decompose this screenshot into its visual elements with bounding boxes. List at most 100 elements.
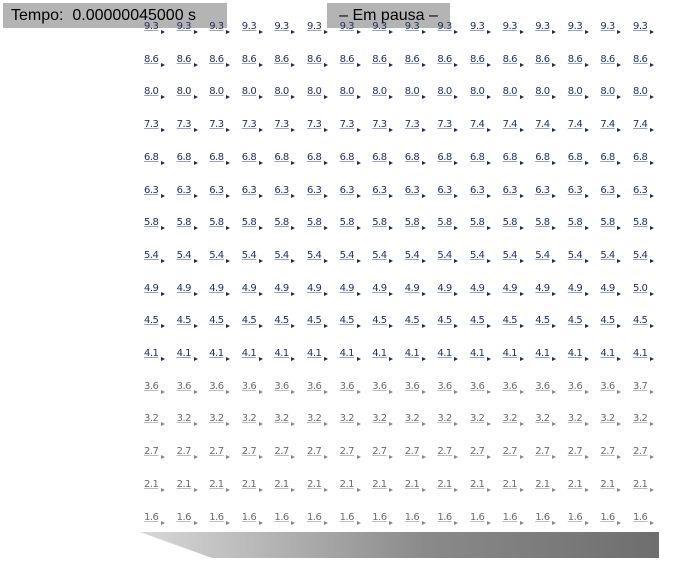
arrow-tip-icon — [454, 422, 459, 427]
arrow-tip-icon — [519, 389, 524, 394]
arrow-tip-icon — [193, 30, 198, 34]
field-value-label: 5.4 — [209, 249, 224, 261]
field-value-label: 2.1 — [535, 478, 550, 490]
field-value-label: 9.3 — [372, 21, 387, 32]
field-value-label: 8.6 — [502, 53, 518, 65]
arrow-tip-icon — [454, 389, 459, 394]
field-value-label: 8.6 — [470, 53, 485, 65]
field-value-label: 4.9 — [470, 282, 485, 294]
field-value-label: 8.0 — [176, 86, 192, 98]
arrow-tip-icon — [650, 520, 654, 525]
field-value-label: 6.8 — [567, 151, 583, 163]
arrow-tip-icon — [421, 95, 426, 100]
arrow-tip-icon — [519, 226, 524, 231]
field-value-label: 5.4 — [144, 249, 159, 261]
arrow-tip-icon — [356, 487, 361, 492]
arrow-tip-icon — [161, 258, 165, 263]
field-value-label: 6.8 — [339, 151, 355, 163]
arrow-tip-icon — [258, 520, 263, 525]
field-value-label: 8.0 — [470, 86, 485, 98]
arrow-tip-icon — [519, 128, 524, 133]
arrow-tip-icon — [552, 389, 557, 394]
arrow-tip-icon — [421, 291, 426, 296]
field-value-label: 8.0 — [404, 86, 420, 98]
field-value-label: 3.6 — [535, 380, 550, 392]
arrow-tip-icon — [258, 193, 263, 198]
field-value-label: 9.3 — [241, 21, 257, 32]
arrow-tip-icon — [356, 291, 361, 296]
arrow-tip-icon — [421, 193, 426, 198]
field-value-label: 1.6 — [600, 511, 615, 523]
arrow-tip-icon — [421, 30, 426, 34]
arrow-tip-icon — [193, 258, 198, 263]
field-value-label: 8.6 — [307, 53, 322, 65]
field-value-label: 7.3 — [339, 119, 355, 131]
field-value-label: 4.1 — [176, 348, 192, 359]
arrow-tip-icon — [454, 520, 459, 525]
field-value-label: 3.6 — [241, 380, 257, 392]
arrow-tip-icon — [519, 95, 524, 100]
arrow-tip-icon — [193, 128, 198, 133]
arrow-tip-icon — [519, 422, 524, 427]
field-value-label: 8.6 — [176, 53, 192, 65]
arrow-tip-icon — [226, 520, 231, 525]
field-value-label: 3.6 — [600, 380, 615, 392]
arrow-tip-icon — [421, 324, 426, 329]
field-value-label: 4.9 — [404, 282, 420, 294]
field-value-label: 2.7 — [274, 446, 289, 458]
field-value-label: 8.6 — [274, 53, 289, 65]
arrow-tip-icon — [617, 455, 622, 460]
arrow-tip-icon — [161, 357, 165, 361]
arrow-tip-icon — [389, 324, 394, 329]
field-value-label: 6.3 — [600, 184, 615, 196]
field-value-label: 3.6 — [209, 380, 224, 392]
field-value-label: 6.8 — [372, 151, 387, 163]
field-value-label: 4.9 — [535, 282, 550, 294]
arrow-tip-icon — [389, 30, 394, 34]
arrow-tip-icon — [226, 357, 231, 361]
field-value-label: 2.7 — [633, 446, 648, 458]
field-value-label: 6.3 — [535, 184, 550, 196]
arrow-tip-icon — [650, 128, 654, 133]
arrow-tip-icon — [389, 95, 394, 100]
arrow-tip-icon — [324, 258, 328, 263]
field-value-label: 5.4 — [241, 249, 257, 261]
field-value-label: 2.1 — [502, 478, 518, 490]
field-value-label: 8.6 — [209, 53, 224, 65]
arrow-tip-icon — [519, 160, 524, 165]
arrow-tip-icon — [487, 193, 491, 198]
field-value-label: 5.4 — [274, 249, 289, 261]
arrow-tip-icon — [487, 357, 491, 361]
field-value-label: 2.1 — [567, 478, 583, 490]
field-value-label: 7.3 — [144, 119, 159, 131]
field-value-label: 2.7 — [209, 446, 224, 458]
arrow-tip-icon — [258, 128, 263, 133]
arrow-tip-icon — [291, 324, 296, 329]
field-value-label: 6.3 — [567, 184, 583, 196]
arrow-tip-icon — [356, 389, 361, 394]
field-value-label: 6.3 — [209, 184, 224, 196]
field-value-label: 4.5 — [209, 315, 224, 327]
field-value-label: 3.2 — [437, 413, 452, 425]
arrow-tip-icon — [617, 357, 622, 361]
arrow-tip-icon — [617, 226, 622, 231]
arrow-tip-icon — [552, 258, 557, 263]
arrow-tip-icon — [552, 324, 557, 329]
arrow-tip-icon — [584, 520, 589, 525]
field-value-label: 1.6 — [404, 511, 420, 523]
field-value-label: 1.6 — [209, 511, 224, 523]
field-value-label: 8.6 — [404, 53, 420, 65]
arrow-tip-icon — [617, 324, 622, 329]
arrow-tip-icon — [584, 357, 589, 361]
field-value-label: 8.0 — [600, 86, 615, 98]
arrow-tip-icon — [454, 357, 459, 361]
arrow-tip-icon — [291, 291, 296, 296]
field-value-label: 2.1 — [144, 478, 159, 490]
arrow-tip-icon — [324, 193, 328, 198]
field-value-label: 6.8 — [502, 151, 518, 163]
field-value-label: 8.0 — [372, 86, 387, 98]
arrow-tip-icon — [454, 226, 459, 231]
field-value-label: 2.1 — [176, 478, 192, 490]
field-value-label: 6.8 — [307, 151, 322, 163]
arrow-tip-icon — [617, 160, 622, 165]
